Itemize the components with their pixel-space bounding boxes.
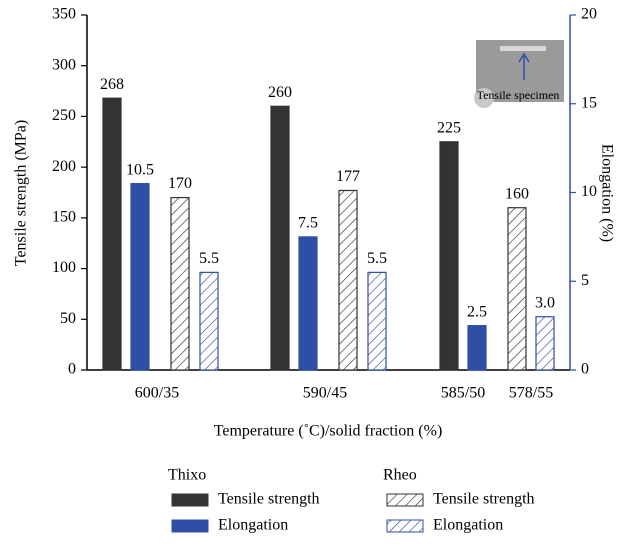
y2-axis-label: Elongation (%) <box>598 144 615 242</box>
value-label: 170 <box>168 175 192 192</box>
legend-title: Rheo <box>383 467 417 484</box>
x-tick-label: 578/55 <box>509 385 553 402</box>
legend-swatch <box>171 493 209 507</box>
bar <box>298 236 318 371</box>
bar <box>439 141 459 371</box>
value-label: 260 <box>268 84 292 101</box>
y2-tick-label: 0 <box>581 361 589 378</box>
y-tick-label: 0 <box>68 361 76 378</box>
value-label: 5.5 <box>367 250 387 267</box>
value-label: 268 <box>100 76 124 93</box>
y2-tick-label: 15 <box>581 94 597 111</box>
legend-title: Thixo <box>168 467 206 484</box>
inset-specimen <box>500 46 546 51</box>
y-tick-label: 250 <box>52 107 76 124</box>
value-label: 7.5 <box>298 215 318 232</box>
y-tick-label: 200 <box>52 158 76 175</box>
bar <box>467 325 487 371</box>
y-tick-label: 350 <box>52 6 76 23</box>
legend-label: Elongation <box>433 517 503 534</box>
x-tick-label: 585/50 <box>441 385 485 402</box>
y2-tick-label: 10 <box>581 183 597 200</box>
legend-swatch <box>171 519 209 533</box>
bar <box>270 105 290 371</box>
value-label: 10.5 <box>126 161 154 178</box>
x-axis-label: Temperature (˚C)/solid fraction (%) <box>214 423 443 440</box>
value-label: 2.5 <box>467 303 487 320</box>
value-label: 5.5 <box>199 250 219 267</box>
bar <box>507 207 527 371</box>
y-tick-label: 150 <box>52 209 76 226</box>
bar <box>170 196 190 371</box>
bar <box>130 183 150 371</box>
legend-label: Tensile strength <box>218 491 320 508</box>
inset-label: Tensile specimen <box>477 88 560 102</box>
inset-detail <box>474 88 494 108</box>
y-tick-label: 300 <box>52 56 76 73</box>
bar <box>102 97 122 371</box>
bar <box>199 271 219 371</box>
legend-label: Elongation <box>218 517 288 534</box>
value-label: 160 <box>505 185 529 202</box>
y-tick-label: 50 <box>60 310 76 327</box>
legend-swatch <box>386 519 424 533</box>
value-label: 225 <box>437 119 461 136</box>
y-tick-label: 100 <box>52 259 76 276</box>
y-axis-label: Tensile strength (MPa) <box>13 120 30 266</box>
y2-tick-label: 5 <box>581 272 589 289</box>
bar <box>338 189 358 371</box>
legend-swatch <box>386 493 424 507</box>
bar <box>535 316 555 371</box>
legend-label: Tensile strength <box>433 491 535 508</box>
inset-arrow-head <box>518 52 530 63</box>
y2-tick-label: 20 <box>581 6 597 23</box>
x-tick-label: 600/35 <box>135 385 179 402</box>
bar <box>367 271 387 371</box>
value-label: 3.0 <box>535 294 555 311</box>
value-label: 177 <box>336 168 360 185</box>
x-tick-label: 590/45 <box>303 385 347 402</box>
